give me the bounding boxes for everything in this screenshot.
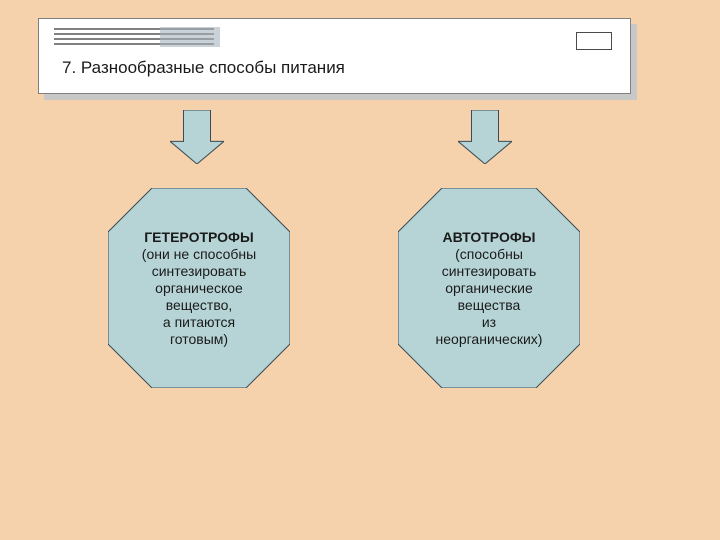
octagon-desc-line: органические: [436, 280, 543, 297]
octagon-autotroph: АВТОТРОФЫ (способнысинтезироватьорганиче…: [398, 188, 580, 388]
arrow-right: [458, 110, 512, 164]
octagon-left-desc: (они не способнысинтезироватьорганическо…: [142, 246, 256, 348]
octagon-desc-line: из: [436, 314, 543, 331]
octagon-desc-line: вещество,: [142, 297, 256, 314]
octagon-right-desc: (способнысинтезироватьорганическиевещест…: [436, 246, 543, 348]
octagon-desc-line: (способны: [436, 246, 543, 263]
octagon-desc-line: а питаются: [142, 314, 256, 331]
header-small-box: [576, 32, 612, 50]
octagon-desc-line: готовым): [142, 331, 256, 348]
octagon-desc-line: органическое: [142, 280, 256, 297]
octagon-desc-line: синтезировать: [436, 263, 543, 280]
octagon-desc-line: неорганических): [436, 331, 543, 348]
octagon-desc-line: вещества: [436, 297, 543, 314]
octagon-right-title: АВТОТРОФЫ: [436, 229, 543, 246]
page-title: 7. Разнообразные способы питания: [62, 58, 345, 78]
octagon-desc-line: синтезировать: [142, 263, 256, 280]
octagon-left-title: ГЕТЕРОТРОФЫ: [142, 229, 256, 246]
octagon-heterotroph: ГЕТЕРОТРОФЫ (они не способнысинтезироват…: [108, 188, 290, 388]
octagon-desc-line: (они не способны: [142, 246, 256, 263]
arrow-left: [170, 110, 224, 164]
